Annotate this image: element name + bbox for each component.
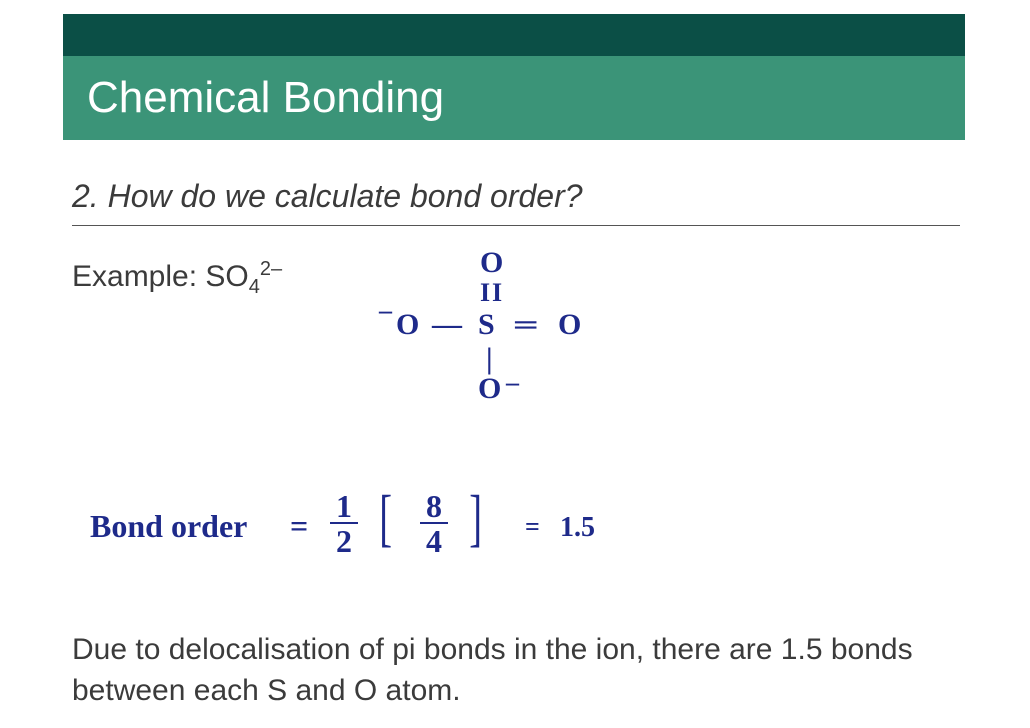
bond-order-formula: Bond order = 1 2 [ 8 4 ] = 1.5 (90, 490, 890, 570)
example-label: Example: SO42– (72, 258, 282, 299)
lewis-top-o: O (480, 246, 503, 280)
lewis-bond-left: — (432, 308, 462, 342)
lewis-right-o: O (558, 308, 581, 342)
lewis-left-o: O (396, 308, 419, 342)
page-title: Chemical Bonding (87, 73, 444, 123)
example-formula-sub: 4 (249, 276, 260, 298)
horizontal-rule (72, 225, 960, 226)
bond-order-frac1: 1 2 (330, 490, 358, 559)
bond-order-eq1: = (290, 508, 308, 545)
lewis-bond-bottom: | (486, 342, 493, 376)
lewis-bottom-minus: – (506, 368, 519, 398)
example-formula-base: SO (205, 260, 248, 293)
example-formula-sup: 2– (260, 258, 282, 280)
bond-order-lbracket: [ (379, 496, 392, 541)
frac2-top: 8 (420, 490, 448, 522)
lewis-top-double-1: I (480, 278, 490, 308)
bond-order-label: Bond order (90, 508, 247, 545)
lewis-left-minus: – (379, 296, 392, 326)
section-question: 2. How do we calculate bond order? (72, 178, 583, 215)
conclusion-text: Due to delocalisation of pi bonds in the… (72, 630, 942, 711)
bond-order-rbracket: ] (469, 496, 482, 541)
example-prefix: Example: (72, 260, 205, 293)
frac1-top: 1 (330, 490, 358, 522)
frac1-bot: 2 (330, 522, 358, 559)
frac2-bot: 4 (420, 522, 448, 559)
bond-order-result: 1.5 (560, 512, 595, 544)
bond-order-frac2: 8 4 (420, 490, 448, 559)
bond-order-eq2: = (525, 512, 540, 542)
lewis-bond-right-double: ═ (515, 308, 536, 342)
lewis-top-double-2: I (492, 278, 502, 308)
lewis-center-s: S (478, 308, 495, 342)
title-banner: Chemical Bonding (63, 56, 965, 140)
lewis-bottom-o: O (478, 372, 501, 406)
lewis-structure: O I I – O — S ═ O | O – (330, 250, 690, 450)
banner-top-stripe (63, 14, 965, 56)
